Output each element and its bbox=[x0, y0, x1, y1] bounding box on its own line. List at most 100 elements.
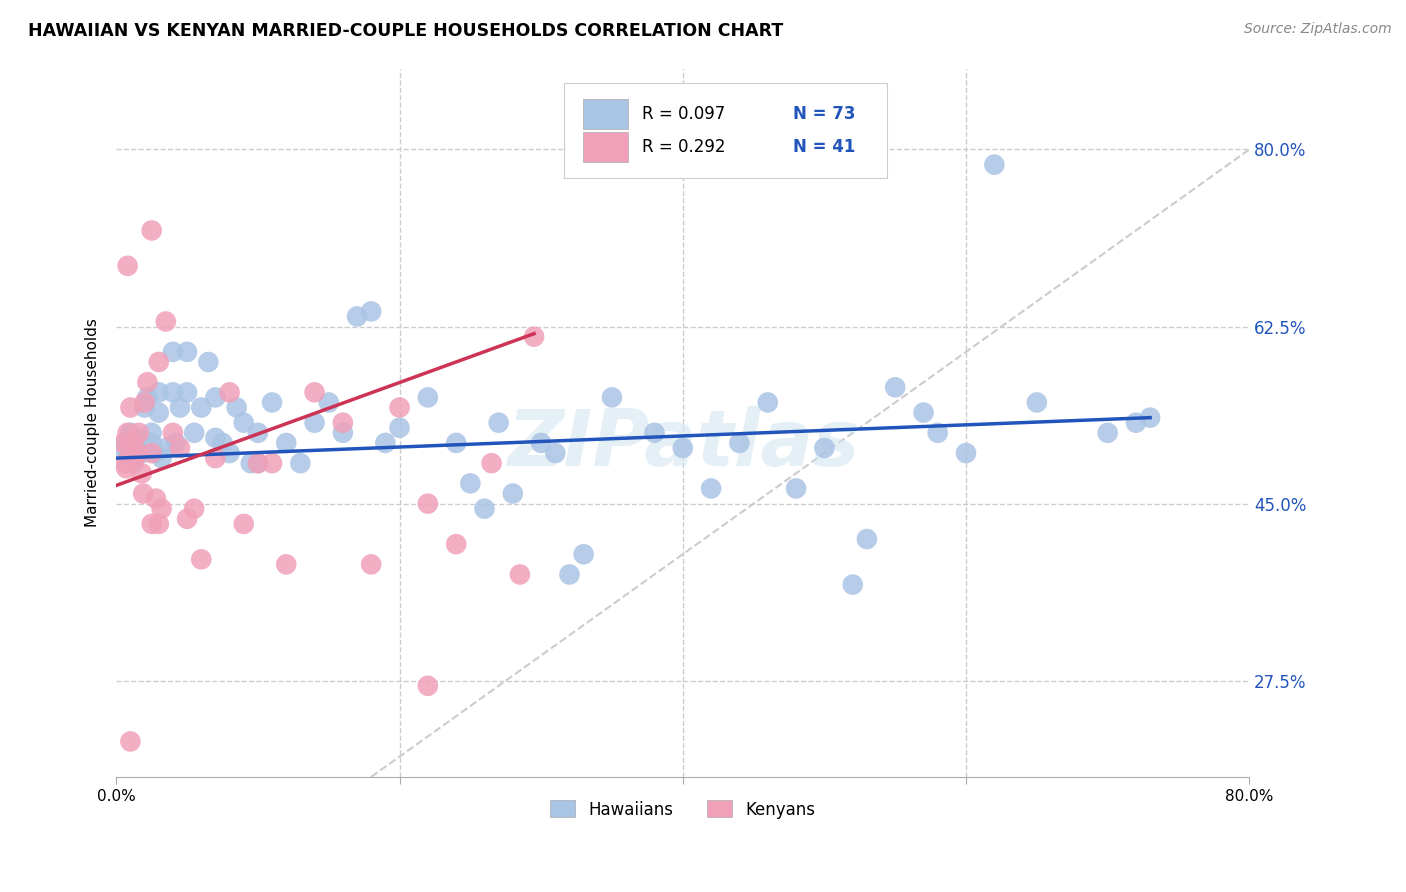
Point bbox=[374, 436, 396, 450]
Point bbox=[558, 567, 581, 582]
Point bbox=[145, 491, 167, 506]
Y-axis label: Married-couple Households: Married-couple Households bbox=[86, 318, 100, 527]
Point bbox=[190, 401, 212, 415]
Point bbox=[150, 451, 173, 466]
Point bbox=[115, 461, 138, 475]
Point bbox=[131, 446, 153, 460]
Point bbox=[912, 406, 935, 420]
Point bbox=[232, 516, 254, 531]
Point bbox=[169, 441, 191, 455]
Point bbox=[218, 446, 240, 460]
Point bbox=[134, 395, 156, 409]
Point bbox=[148, 385, 170, 400]
Point bbox=[165, 436, 187, 450]
Point bbox=[141, 223, 163, 237]
Point bbox=[488, 416, 510, 430]
Point bbox=[141, 436, 163, 450]
Point bbox=[225, 401, 247, 415]
Point bbox=[856, 532, 879, 546]
Point bbox=[190, 552, 212, 566]
Point bbox=[643, 425, 665, 440]
Point bbox=[232, 416, 254, 430]
Point bbox=[148, 406, 170, 420]
Point bbox=[162, 344, 184, 359]
Point bbox=[148, 516, 170, 531]
Point bbox=[204, 431, 226, 445]
Point bbox=[530, 436, 553, 450]
Point bbox=[304, 416, 326, 430]
Point bbox=[150, 501, 173, 516]
Point bbox=[756, 395, 779, 409]
Point bbox=[444, 436, 467, 450]
Point bbox=[141, 425, 163, 440]
FancyBboxPatch shape bbox=[564, 83, 887, 178]
Point bbox=[600, 391, 623, 405]
Point bbox=[785, 482, 807, 496]
Point bbox=[176, 385, 198, 400]
Point bbox=[136, 391, 159, 405]
Point bbox=[246, 425, 269, 440]
Point bbox=[927, 425, 949, 440]
Point bbox=[218, 385, 240, 400]
Point bbox=[118, 441, 141, 455]
Point bbox=[318, 395, 340, 409]
Point bbox=[572, 547, 595, 561]
Point bbox=[416, 391, 439, 405]
Point bbox=[346, 310, 368, 324]
Point bbox=[145, 446, 167, 460]
Point bbox=[388, 421, 411, 435]
Point bbox=[276, 558, 298, 572]
Point bbox=[304, 385, 326, 400]
Point bbox=[360, 304, 382, 318]
Point bbox=[162, 385, 184, 400]
Point bbox=[239, 456, 262, 470]
Point bbox=[260, 456, 283, 470]
Text: Source: ZipAtlas.com: Source: ZipAtlas.com bbox=[1244, 22, 1392, 37]
Point bbox=[813, 441, 835, 455]
Point bbox=[117, 451, 139, 466]
Point bbox=[1139, 410, 1161, 425]
Point bbox=[122, 456, 145, 470]
Point bbox=[672, 441, 695, 455]
Point bbox=[416, 497, 439, 511]
Point bbox=[112, 436, 135, 450]
Point bbox=[502, 486, 524, 500]
FancyBboxPatch shape bbox=[583, 132, 628, 162]
Point bbox=[841, 577, 863, 591]
Point bbox=[544, 446, 567, 460]
Point bbox=[141, 446, 163, 460]
Point bbox=[728, 436, 751, 450]
Point bbox=[332, 416, 354, 430]
Point bbox=[134, 401, 156, 415]
Point bbox=[1097, 425, 1119, 440]
Point bbox=[204, 391, 226, 405]
Point bbox=[481, 456, 503, 470]
Text: ZIPatlas: ZIPatlas bbox=[506, 406, 859, 482]
Point bbox=[955, 446, 977, 460]
Point bbox=[1025, 395, 1047, 409]
Point bbox=[112, 441, 135, 455]
Point bbox=[444, 537, 467, 551]
Point bbox=[246, 456, 269, 470]
Point bbox=[1125, 416, 1147, 430]
Point bbox=[211, 436, 233, 450]
Point bbox=[155, 314, 177, 328]
Point bbox=[127, 446, 149, 460]
Point bbox=[197, 355, 219, 369]
Point bbox=[169, 401, 191, 415]
Point bbox=[127, 431, 149, 445]
Point bbox=[141, 516, 163, 531]
Point bbox=[176, 512, 198, 526]
Point bbox=[700, 482, 723, 496]
Point bbox=[148, 355, 170, 369]
Point bbox=[120, 401, 142, 415]
Text: N = 41: N = 41 bbox=[793, 138, 855, 156]
Point bbox=[509, 567, 531, 582]
Point bbox=[115, 436, 138, 450]
Point bbox=[290, 456, 312, 470]
Point bbox=[176, 344, 198, 359]
Point bbox=[155, 441, 177, 455]
Point bbox=[388, 401, 411, 415]
Point bbox=[183, 425, 205, 440]
Point bbox=[183, 501, 205, 516]
